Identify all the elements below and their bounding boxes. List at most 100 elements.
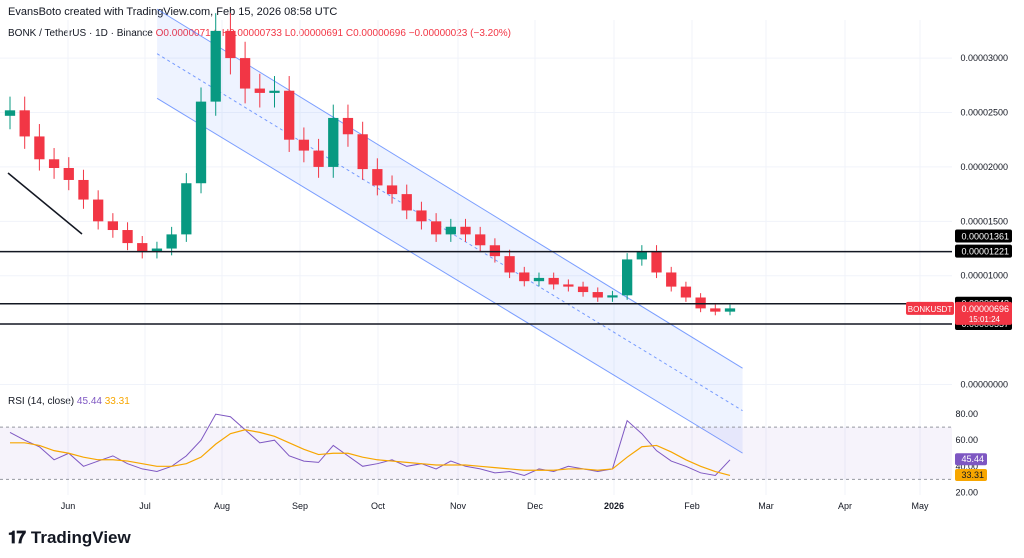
candle-body (4, 110, 16, 116)
candle-body (34, 136, 45, 160)
y-tick-label: 0.00000000 (960, 380, 1008, 390)
countdown-label: 15:01:24 (969, 315, 1001, 324)
symbol-name: BONK / TetherUS · 1D · Binance (8, 28, 153, 39)
price-label-box (955, 229, 1012, 243)
x-tick-label: Mar (758, 501, 774, 511)
candle-body (563, 284, 574, 287)
candle-body (19, 110, 30, 137)
y-tick-label: 0.00002000 (960, 162, 1008, 172)
ohlc-values: O0.0000071∗ H0.00000733 L0.00000691 C0.0… (155, 28, 512, 39)
candle-body (195, 101, 207, 184)
candle-body (622, 259, 633, 296)
symbol-tag-text: BONKUSDT (908, 305, 953, 314)
candle-body (592, 292, 603, 298)
candle-body (372, 169, 383, 186)
x-tick-label: Dec (527, 501, 544, 511)
candle-body (548, 277, 559, 285)
candle-body (475, 234, 486, 246)
current-price-label: 0.00000696 (961, 304, 1009, 314)
candle-body (386, 185, 398, 195)
candle-body (122, 230, 133, 244)
rsi-legend: RSI (14, close) 45.44 33.31 (8, 396, 130, 407)
candle-body (107, 221, 118, 231)
candle-body (401, 194, 412, 211)
candle-body (269, 90, 280, 93)
candle-body (680, 286, 692, 298)
candle-body (328, 117, 339, 167)
brand-name: TradingView (30, 528, 131, 547)
candle-body (137, 243, 148, 252)
candle-body (416, 210, 427, 222)
y-tick-label: 0.00002500 (960, 108, 1008, 118)
rsi-value-box (955, 453, 987, 466)
candle-body (181, 183, 192, 235)
price-label: 0.00001221 (961, 247, 1009, 257)
trendline (7, 172, 83, 235)
candle-body (430, 221, 442, 235)
candle-body (724, 308, 736, 312)
current-price-box (955, 301, 1012, 325)
candle-body (651, 251, 662, 273)
candle-body (166, 234, 177, 249)
channel-upper-line (156, 8, 743, 369)
tradingview-logo-icon: 𝟏𝟕 (8, 528, 26, 547)
y-tick-label: 0.00003000 (960, 53, 1008, 63)
y-tick-label: 0.00001500 (960, 216, 1008, 226)
candle-body (313, 150, 324, 167)
candle-body (519, 272, 530, 282)
rsi-tick-label: 20.00 (955, 487, 978, 497)
candle-body (357, 134, 368, 170)
candle-body (666, 272, 677, 287)
rsi-ma-value: 33.31 (104, 396, 130, 407)
rsi-tick-label: 80.00 (955, 409, 978, 419)
candle-body (607, 295, 618, 298)
x-tick-label: Oct (371, 501, 386, 511)
rsi-label: RSI (14, close) (8, 396, 75, 407)
candle-body (239, 58, 251, 89)
symbol-legend: BONK / TetherUS · 1D · Binance O0.000007… (8, 28, 511, 39)
symbol-tag (906, 301, 954, 315)
rsi-value: 45.44 (76, 396, 102, 407)
rsi-band (0, 427, 952, 480)
candle-body (577, 286, 589, 293)
rsi-tick-label: 60.00 (955, 435, 978, 445)
candle-body (695, 297, 706, 309)
candle-body (78, 179, 89, 200)
x-tick-label: Nov (450, 501, 467, 511)
candle-body (210, 30, 221, 102)
candle-body (445, 226, 456, 235)
candle-body (533, 277, 545, 282)
candle-body (460, 226, 471, 235)
x-tick-label: Aug (214, 501, 230, 511)
candle-body (225, 30, 236, 59)
candle-body (504, 256, 515, 273)
rsi-tick-label: 40.00 (955, 461, 978, 471)
x-tick-label: Jun (61, 501, 76, 511)
chart-credit: EvansBoto created with TradingView.com, … (8, 6, 338, 18)
candle-body (284, 90, 295, 140)
rsi-value-box (955, 469, 987, 482)
candle-body (63, 168, 74, 180)
channel-lower-line (156, 97, 743, 454)
y-tick-label: 0.00001000 (960, 271, 1008, 281)
candle-body (342, 117, 354, 135)
x-tick-label: Feb (684, 501, 700, 511)
x-tick-label: Sep (292, 501, 308, 511)
candle-body (489, 245, 501, 257)
candle-body (93, 199, 104, 222)
price-label: 0.00001361 (961, 231, 1009, 241)
candle-body (254, 88, 265, 93)
candle-body (298, 139, 310, 151)
price-label-box (955, 244, 1012, 258)
x-tick-label: Jul (139, 501, 151, 511)
candle-body (710, 308, 721, 312)
rsi-value-label: 33.31 (961, 470, 984, 480)
candle-body (151, 248, 163, 252)
candle-body (636, 251, 647, 260)
x-tick-label: 2026 (604, 501, 624, 511)
brand-footer: 𝟏𝟕 TradingView (8, 528, 131, 548)
x-tick-label: May (911, 501, 929, 511)
rsi-value-label: 45.44 (961, 454, 984, 464)
rsi-ma-line (10, 429, 731, 477)
